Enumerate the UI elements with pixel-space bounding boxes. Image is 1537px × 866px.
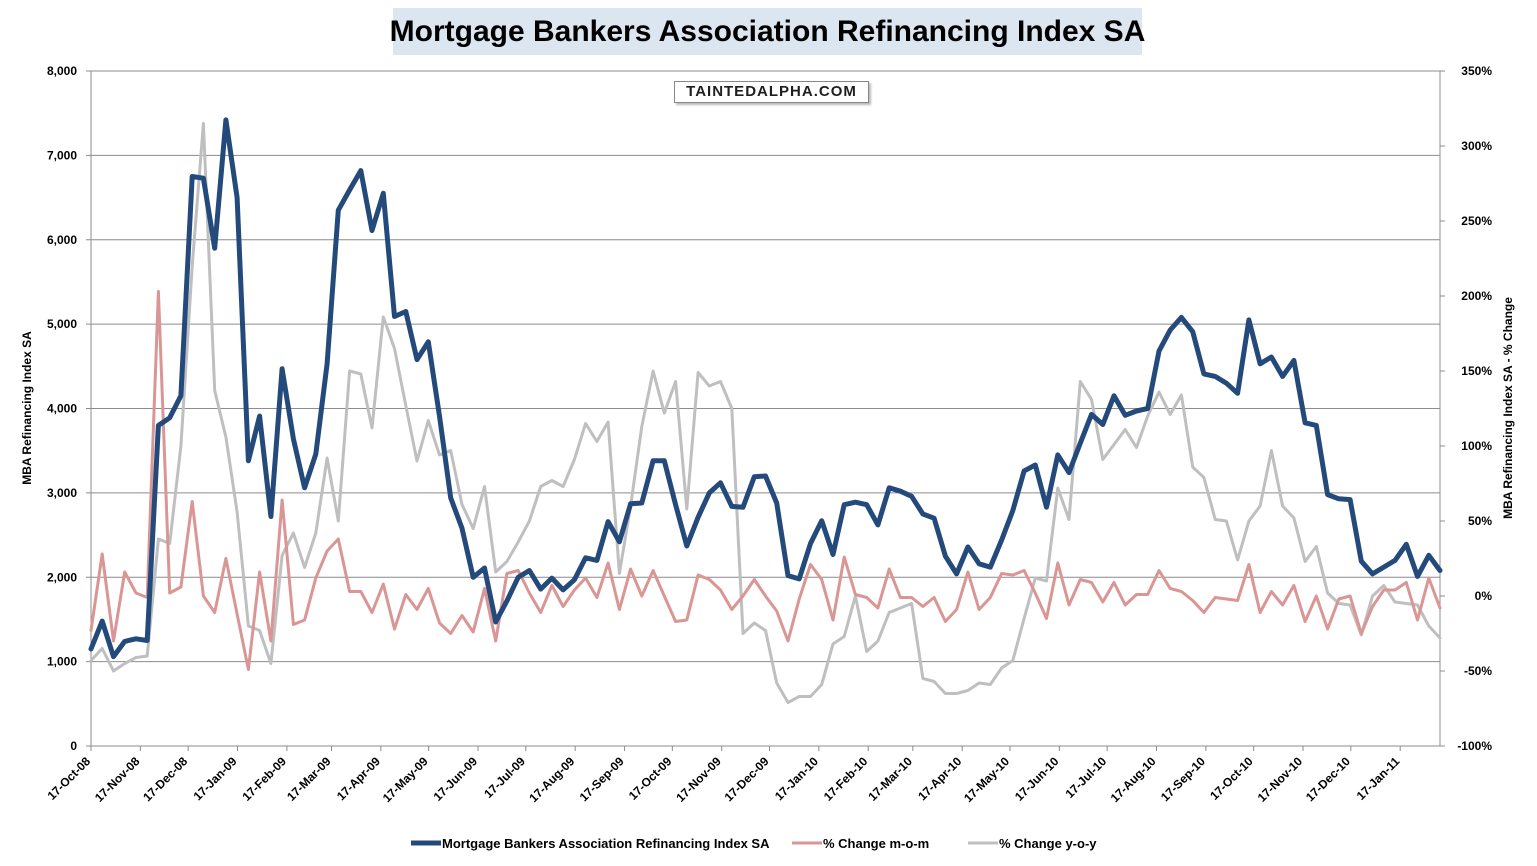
- x-tick-label: 17-Jul-09: [481, 754, 528, 801]
- x-tick-label: 17-Jun-09: [431, 754, 481, 804]
- y-left-tick-label: 1,000: [47, 655, 77, 669]
- y-right-tick-label: 300%: [1461, 139, 1492, 153]
- x-tick-label: 17-May-10: [961, 754, 1012, 805]
- y-left-tick-label: 0: [70, 739, 77, 753]
- x-tick-label: 17-Oct-10: [1207, 754, 1256, 803]
- y-axis-right: -100% -50% 0% 50% 100% 150% 200% 250% 300% 350%: [1440, 64, 1492, 753]
- y-right-tick-label: 350%: [1461, 64, 1492, 78]
- y-left-tick-label: 3,000: [47, 486, 77, 500]
- x-tick-label: 17-Sep-09: [577, 754, 627, 804]
- series-line--change-m-o-m: [89, 290, 1442, 671]
- series-line--change-y-o-y: [89, 122, 1442, 704]
- x-tick-label: 17-Feb-10: [821, 754, 871, 804]
- x-tick-label: 17-Jun-10: [1012, 754, 1062, 804]
- legend-label: Mortgage Bankers Association Refinancing…: [442, 836, 770, 851]
- series-lines: [88, 117, 1443, 704]
- x-tick-label: 17-Aug-09: [526, 754, 577, 805]
- x-tick-label: 17-Sep-10: [1158, 754, 1208, 804]
- y-right-tick-label: 0%: [1475, 589, 1493, 603]
- x-tick-label: 17-Aug-10: [1108, 754, 1159, 805]
- x-tick-label: 17-Mar-09: [284, 754, 334, 804]
- chart-title-box: Mortgage Bankers Association Refinancing…: [390, 8, 1145, 55]
- y-axis-left: 0 1,000 2,000 3,000 4,000 5,000 6,000 7,000 8,00…: [47, 64, 91, 753]
- y-right-tick-label: 150%: [1461, 364, 1492, 378]
- gridlines: [91, 70, 1440, 663]
- y-left-tick-label: 4,000: [47, 402, 77, 416]
- y-right-tick-label: 100%: [1461, 439, 1492, 453]
- x-tick-label: 17-Mar-10: [865, 754, 915, 804]
- watermark-logo: TAINTEDALPHA.COM: [674, 81, 869, 103]
- x-tick-label: 17-Nov-09: [673, 754, 724, 805]
- x-tick-label: 17-Dec-10: [1303, 754, 1353, 804]
- y-right-tick-label: 200%: [1461, 289, 1492, 303]
- chart-title: Mortgage Bankers Association Refinancing…: [389, 14, 1146, 48]
- y-axis-right-label: MBA Refinancing Index SA - % Change: [1501, 297, 1515, 519]
- x-tick-label: 17-Nov-10: [1255, 754, 1306, 805]
- x-tick-label: 17-May-09: [380, 754, 431, 805]
- x-tick-label: 17-Feb-09: [240, 754, 290, 804]
- y-right-tick-label: 250%: [1461, 214, 1492, 228]
- x-tick-label: 17-Jan-09: [191, 754, 240, 803]
- x-tick-label: 17-Jan-11: [1354, 754, 1403, 803]
- y-left-tick-label: 6,000: [47, 233, 77, 247]
- y-axis-left-label: MBA Refinancing Index SA: [20, 331, 34, 485]
- x-tick-label: 17-Dec-09: [722, 754, 772, 804]
- x-tick-label: 17-Nov-08: [92, 754, 143, 805]
- y-left-tick-label: 2,000: [47, 570, 77, 584]
- y-right-tick-label: -50%: [1464, 664, 1492, 678]
- x-tick-label: 17-Oct-08: [45, 754, 94, 803]
- x-tick-label: 17-Jul-10: [1063, 754, 1110, 801]
- y-right-tick-label: 50%: [1468, 514, 1492, 528]
- y-right-tick-label: -100%: [1457, 739, 1492, 753]
- x-tick-label: 17-Jan-10: [772, 754, 821, 803]
- x-tick-label: 17-Apr-09: [334, 754, 383, 803]
- y-left-tick-label: 8,000: [47, 64, 77, 78]
- legend-label: % Change y-o-y: [999, 836, 1097, 851]
- y-left-tick-label: 7,000: [47, 148, 77, 162]
- series-line-mortgage-bankers-association-refinancing-index-sa: [88, 117, 1443, 660]
- x-tick-label: 17-Oct-09: [626, 754, 675, 803]
- legend-label: % Change m-o-m: [823, 836, 929, 851]
- x-tick-label: 17-Apr-10: [915, 754, 964, 803]
- y-left-tick-label: 5,000: [47, 317, 77, 331]
- legend: Mortgage Bankers Association Refinancing…: [411, 836, 1097, 851]
- x-tick-label: 17-Dec-08: [140, 754, 190, 804]
